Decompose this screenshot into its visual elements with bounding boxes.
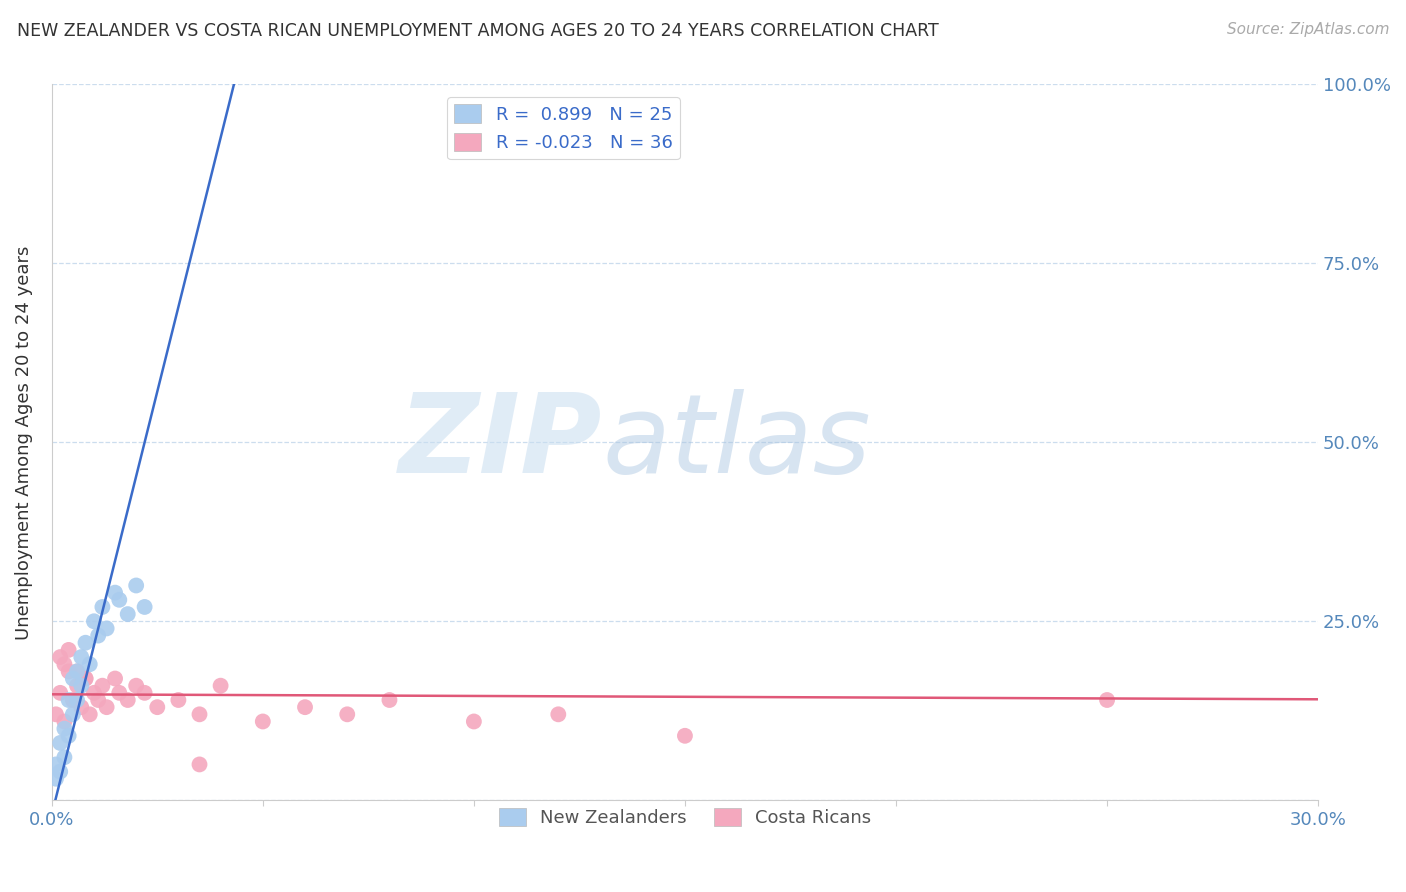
Point (96, 700, 118, 714)
Point (70, 679, 93, 693)
Point (83, 614, 105, 628)
Point (252, 714, 274, 729)
Point (134, 599, 156, 614)
Point (58, 665, 80, 679)
Point (66, 693, 89, 707)
Point (53, 750, 76, 764)
Y-axis label: Unemployment Among Ages 20 to 24 years: Unemployment Among Ages 20 to 24 years (15, 245, 32, 640)
Point (547, 707, 569, 722)
Point (209, 679, 232, 693)
Point (108, 686, 131, 700)
Point (58, 643, 80, 657)
Point (117, 693, 139, 707)
Point (62, 707, 84, 722)
Point (96, 622, 118, 636)
Point (49, 764, 72, 779)
Point (87, 693, 110, 707)
Point (91, 679, 114, 693)
Point (45, 757, 67, 772)
Point (83, 686, 105, 700)
Point (53, 657, 76, 672)
Point (66, 665, 89, 679)
Text: NEW ZEALANDER VS COSTA RICAN UNEMPLOYMENT AMONG AGES 20 TO 24 YEARS CORRELATION : NEW ZEALANDER VS COSTA RICAN UNEMPLOYMEN… (17, 22, 939, 40)
Point (79, 707, 101, 722)
Point (104, 672, 127, 686)
Point (125, 578, 148, 592)
Point (58, 729, 80, 743)
Point (62, 693, 84, 707)
Point (58, 693, 80, 707)
Point (62, 672, 84, 686)
Point (167, 693, 190, 707)
Point (49, 650, 72, 665)
Point (378, 693, 401, 707)
Point (45, 772, 67, 786)
Point (70, 650, 93, 665)
Text: Source: ZipAtlas.com: Source: ZipAtlas.com (1226, 22, 1389, 37)
Point (117, 607, 139, 621)
Point (75, 636, 97, 650)
Text: atlas: atlas (603, 389, 872, 496)
Point (91, 599, 114, 614)
Point (134, 686, 156, 700)
Point (53, 714, 76, 729)
Point (188, 757, 211, 772)
Point (294, 700, 316, 714)
Point (75, 672, 97, 686)
Point (87, 629, 110, 643)
Point (125, 679, 148, 693)
Point (45, 707, 67, 722)
Legend: New Zealanders, Costa Ricans: New Zealanders, Costa Ricans (491, 800, 879, 834)
Point (75, 672, 97, 686)
Point (66, 665, 89, 679)
Point (70, 700, 93, 714)
Point (66, 679, 89, 693)
Text: ZIP: ZIP (399, 389, 603, 496)
Point (188, 707, 211, 722)
Point (79, 657, 101, 672)
Point (146, 700, 169, 714)
Point (49, 736, 72, 750)
Point (49, 686, 72, 700)
Point (108, 592, 131, 607)
Point (1095, 693, 1118, 707)
Point (104, 585, 127, 599)
Point (463, 714, 485, 729)
Point (53, 722, 76, 736)
Point (673, 729, 696, 743)
Point (336, 707, 359, 722)
